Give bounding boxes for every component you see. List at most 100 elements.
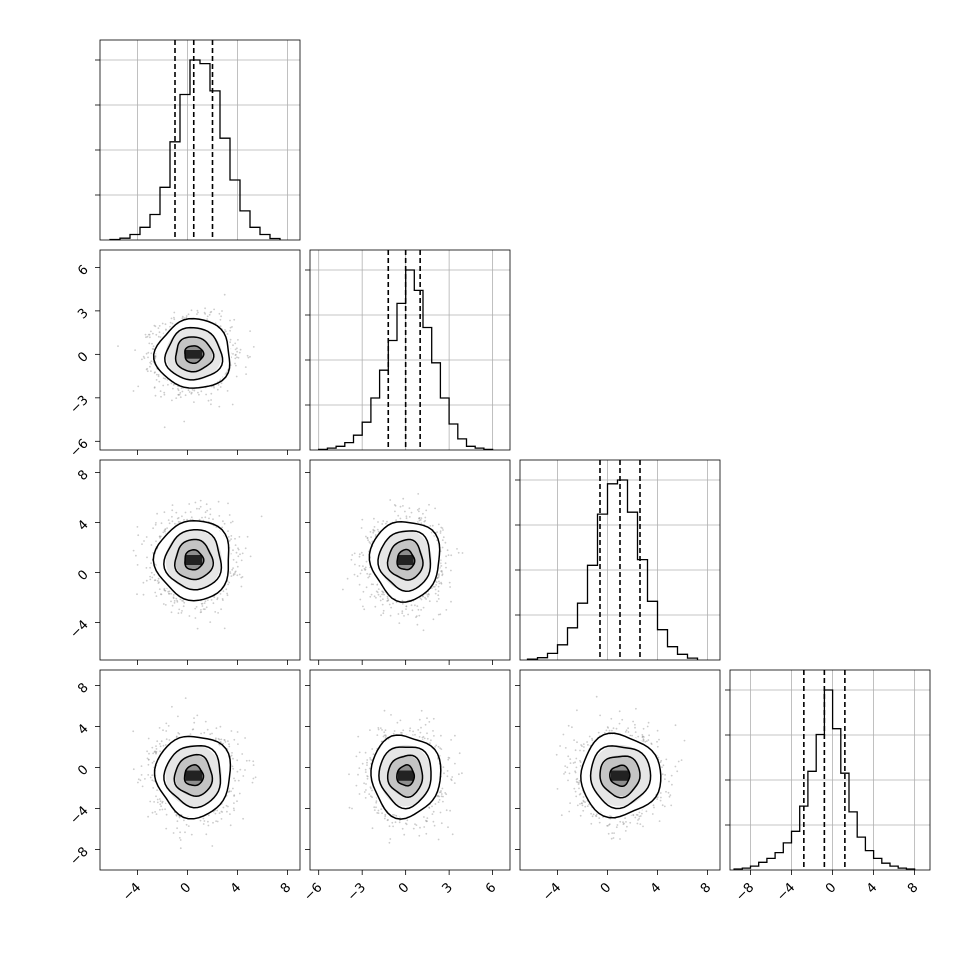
scatter-point bbox=[383, 593, 385, 596]
scatter-point bbox=[204, 307, 207, 310]
scatter-point bbox=[247, 356, 250, 359]
panel-frame bbox=[309, 459, 511, 661]
scatter-point bbox=[244, 547, 247, 550]
scatter-point bbox=[162, 384, 165, 387]
scatter-point bbox=[437, 585, 440, 588]
scatter-point bbox=[137, 534, 140, 537]
scatter-point bbox=[249, 355, 251, 358]
scatter-point bbox=[160, 395, 162, 398]
scatter-point bbox=[156, 580, 159, 582]
scatter-point bbox=[231, 403, 234, 406]
scatter-point bbox=[239, 348, 242, 351]
scatter-point bbox=[437, 594, 440, 597]
scatter-point bbox=[150, 562, 153, 564]
scatter-point bbox=[170, 592, 173, 595]
scatter-point bbox=[437, 613, 440, 616]
scatter-point bbox=[434, 588, 437, 591]
scatter-point bbox=[182, 605, 185, 608]
scatter-point bbox=[218, 405, 221, 408]
contour-line-4 bbox=[152, 519, 230, 602]
scatter-point bbox=[204, 511, 207, 514]
scatter-point bbox=[137, 385, 140, 388]
scatter-point bbox=[366, 572, 369, 575]
scatter-point bbox=[420, 598, 423, 601]
scatter-point bbox=[401, 610, 404, 613]
scatter-panel-2-1 bbox=[99, 249, 301, 455]
scatter-point bbox=[156, 373, 158, 376]
scatter-point bbox=[148, 333, 151, 336]
scatter-point bbox=[154, 356, 157, 358]
scatter-point bbox=[155, 333, 158, 336]
scatter-point bbox=[149, 361, 152, 364]
scatter-point bbox=[369, 595, 372, 598]
scatter-point bbox=[364, 566, 367, 569]
scatter-point bbox=[167, 383, 169, 386]
scatter-point bbox=[205, 606, 208, 609]
scatter-point bbox=[183, 518, 185, 521]
scatter-point bbox=[177, 612, 180, 615]
scatter-point bbox=[407, 613, 409, 616]
scatter-point bbox=[424, 516, 427, 519]
scatter-point bbox=[375, 596, 377, 599]
scatter-point bbox=[222, 599, 224, 601]
scatter-point bbox=[157, 335, 160, 338]
scatter-point bbox=[381, 593, 383, 596]
hist-panel-bg bbox=[730, 670, 930, 870]
scatter-point bbox=[200, 390, 203, 393]
scatter-point bbox=[181, 317, 184, 320]
scatter-point bbox=[160, 535, 162, 538]
scatter-point bbox=[436, 531, 438, 533]
scatter-point bbox=[414, 604, 416, 607]
scatter-point bbox=[235, 353, 237, 356]
scatter-point bbox=[372, 531, 375, 534]
scatter-point bbox=[155, 540, 157, 543]
scatter-point bbox=[446, 549, 449, 552]
scatter-point bbox=[346, 577, 349, 580]
panel-content bbox=[342, 493, 464, 632]
scatter-point bbox=[202, 608, 205, 610]
scatter-point bbox=[399, 505, 402, 508]
scatter-point bbox=[154, 591, 157, 594]
scatter-point bbox=[244, 366, 247, 368]
scatter-point bbox=[226, 333, 229, 335]
scatter-panel-4-1 bbox=[99, 669, 301, 871]
scatter-point bbox=[175, 397, 178, 399]
panel-frame bbox=[519, 459, 721, 661]
scatter-point bbox=[441, 571, 443, 573]
scatter-point bbox=[377, 530, 380, 533]
scatter-point bbox=[234, 537, 236, 540]
scatter-point bbox=[358, 583, 361, 586]
scatter-point bbox=[438, 580, 440, 583]
contour-line-1 bbox=[396, 548, 416, 571]
scatter-point bbox=[149, 365, 151, 368]
scatter-point bbox=[431, 524, 434, 527]
scatter-point bbox=[232, 344, 234, 347]
scatter-point bbox=[163, 511, 166, 514]
scatter-point bbox=[218, 515, 221, 517]
scatter-point bbox=[229, 326, 232, 329]
scatter-point bbox=[203, 311, 206, 314]
scatter-point bbox=[152, 527, 155, 530]
scatter-point bbox=[238, 536, 241, 538]
scatter-point bbox=[172, 594, 175, 596]
density-core bbox=[185, 350, 203, 359]
scatter-point bbox=[197, 391, 199, 394]
scatter-point bbox=[373, 526, 376, 528]
scatter-point bbox=[171, 504, 174, 506]
scatter-point bbox=[226, 594, 229, 597]
scatter-point bbox=[150, 571, 153, 574]
scatter-point bbox=[213, 308, 216, 311]
scatter-point bbox=[365, 586, 368, 589]
scatter-point bbox=[171, 399, 173, 402]
scatter-point bbox=[369, 573, 372, 575]
scatter-point bbox=[193, 389, 196, 392]
contour-line-2 bbox=[386, 538, 424, 581]
scatter-point bbox=[155, 522, 157, 524]
scatter-point bbox=[236, 356, 238, 359]
scatter-point bbox=[240, 559, 243, 562]
scatter-point bbox=[225, 588, 228, 591]
scatter-point bbox=[132, 549, 135, 552]
scatter-point bbox=[150, 363, 153, 365]
scatter-point bbox=[237, 339, 239, 341]
scatter-point bbox=[200, 602, 203, 605]
